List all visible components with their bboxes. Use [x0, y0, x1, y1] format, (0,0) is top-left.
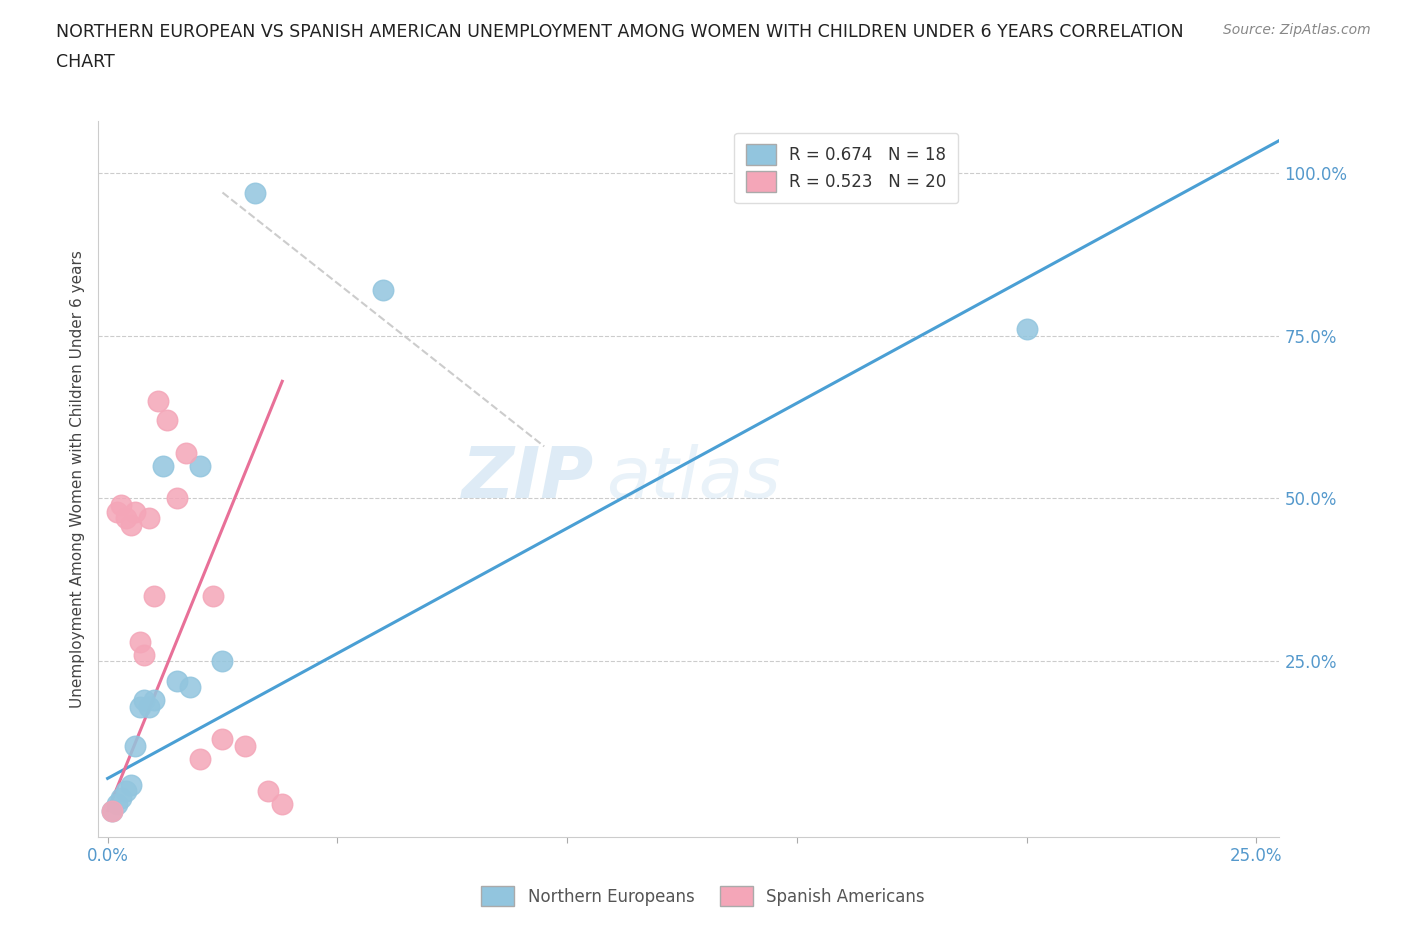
- Point: [134, 693, 156, 708]
- Point: [235, 738, 257, 753]
- Point: [188, 458, 211, 473]
- Point: [105, 504, 128, 519]
- Point: [115, 784, 138, 799]
- Legend: Northern Europeans, Spanish Americans: Northern Europeans, Spanish Americans: [474, 880, 932, 912]
- Point: [257, 784, 280, 799]
- Point: [138, 511, 160, 525]
- Point: [152, 458, 174, 473]
- Point: [128, 699, 150, 714]
- Point: [243, 185, 266, 200]
- Point: [120, 517, 142, 532]
- Point: [1015, 322, 1038, 337]
- Point: [142, 589, 165, 604]
- Point: [156, 413, 179, 428]
- Text: atlas: atlas: [606, 445, 780, 513]
- Point: [134, 647, 156, 662]
- Point: [110, 498, 132, 512]
- Point: [115, 511, 138, 525]
- Text: ZIP: ZIP: [463, 445, 595, 513]
- Point: [110, 790, 132, 805]
- Legend: R = 0.674   N = 18, R = 0.523   N = 20: R = 0.674 N = 18, R = 0.523 N = 20: [734, 133, 957, 204]
- Point: [202, 589, 225, 604]
- Point: [146, 393, 169, 408]
- Point: [105, 797, 128, 812]
- Point: [101, 804, 124, 818]
- Point: [120, 777, 142, 792]
- Point: [142, 693, 165, 708]
- Point: [166, 491, 188, 506]
- Point: [128, 634, 150, 649]
- Point: [211, 732, 233, 747]
- Point: [188, 751, 211, 766]
- Point: [179, 680, 201, 695]
- Point: [101, 804, 124, 818]
- Point: [166, 673, 188, 688]
- Point: [138, 699, 160, 714]
- Point: [124, 738, 146, 753]
- Point: [174, 445, 197, 460]
- Point: [124, 504, 146, 519]
- Point: [211, 654, 233, 669]
- Point: [271, 797, 294, 812]
- Text: CHART: CHART: [56, 53, 115, 71]
- Text: NORTHERN EUROPEAN VS SPANISH AMERICAN UNEMPLOYMENT AMONG WOMEN WITH CHILDREN UND: NORTHERN EUROPEAN VS SPANISH AMERICAN UN…: [56, 23, 1184, 41]
- Text: Source: ZipAtlas.com: Source: ZipAtlas.com: [1223, 23, 1371, 37]
- Y-axis label: Unemployment Among Women with Children Under 6 years: Unemployment Among Women with Children U…: [69, 250, 84, 708]
- Point: [373, 283, 395, 298]
